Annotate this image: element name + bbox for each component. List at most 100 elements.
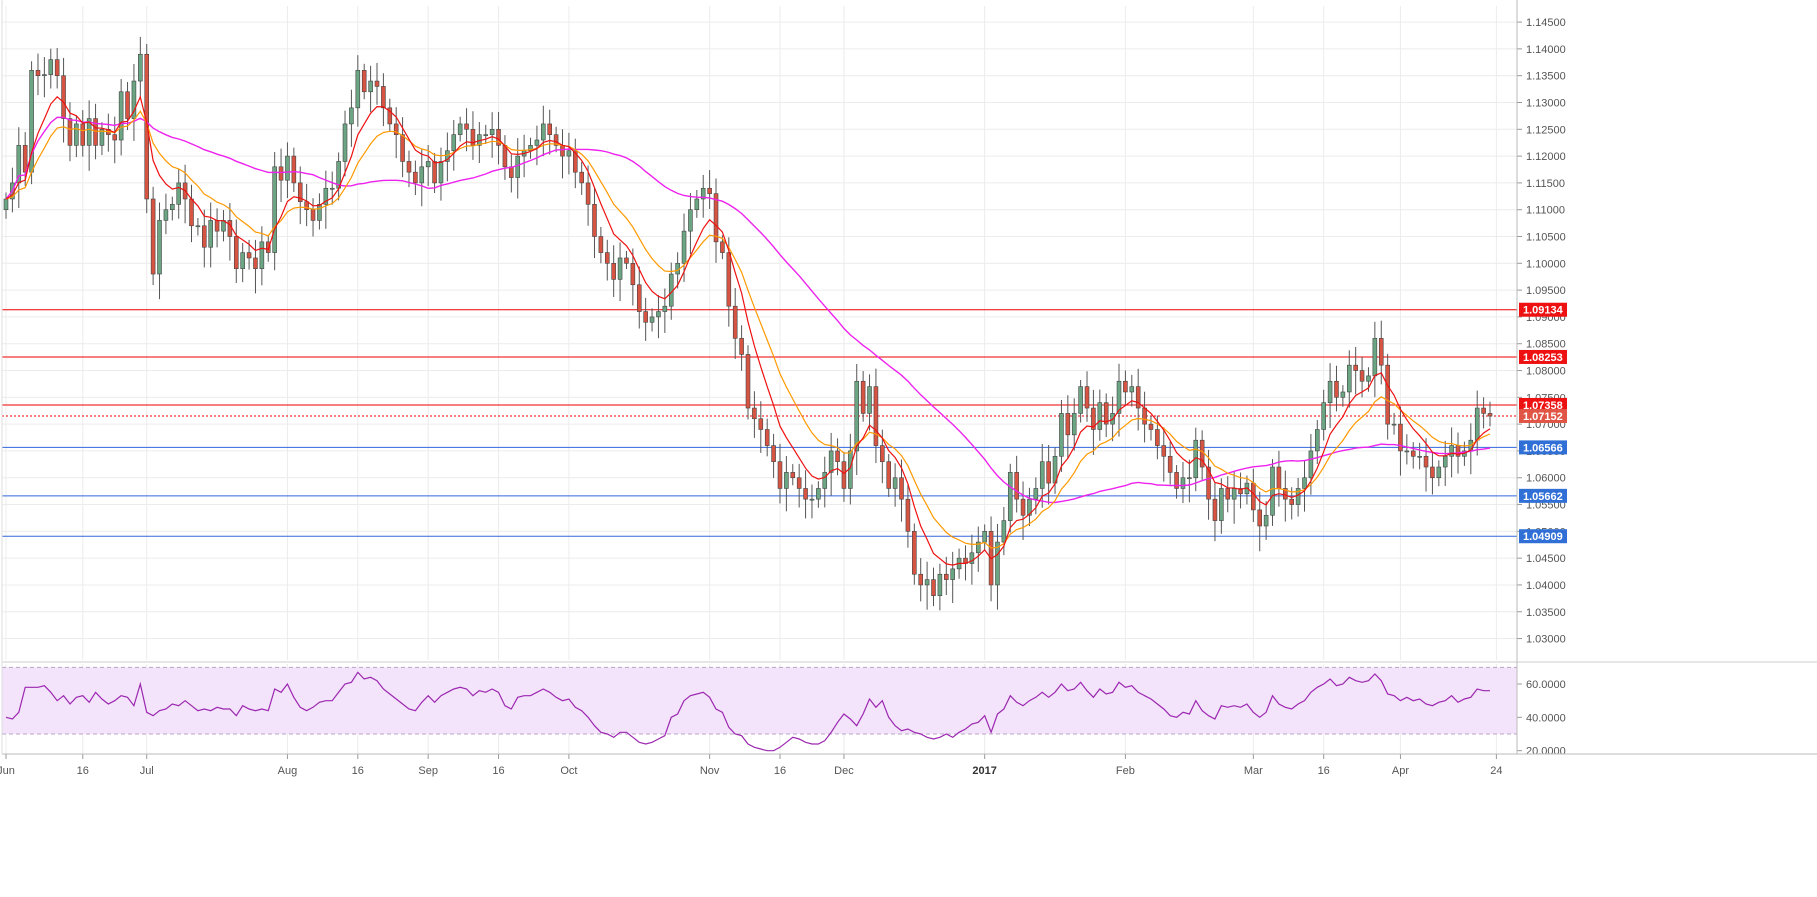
candle-up xyxy=(131,80,137,119)
date-label: Nov xyxy=(700,765,720,777)
level-badge xyxy=(1519,349,1567,364)
sma-long-line xyxy=(5,116,1491,504)
candle-down xyxy=(464,123,469,130)
candle-up xyxy=(1007,472,1013,521)
candle-up xyxy=(419,166,425,184)
candle-up xyxy=(1071,413,1077,436)
candle-up xyxy=(483,134,489,136)
price-tick-label: 1.10000 xyxy=(1526,258,1566,270)
price-tick-label: 1.13000 xyxy=(1526,97,1566,109)
ema-fast-line xyxy=(5,95,1491,566)
level-badge-label: 1.05662 xyxy=(1523,491,1563,503)
candle-up xyxy=(1404,450,1410,453)
price-tick-label: 1.14000 xyxy=(1526,44,1566,56)
candle-down xyxy=(1123,380,1128,393)
candle-down xyxy=(560,145,565,157)
candle-up xyxy=(1231,488,1237,500)
candle-down xyxy=(752,407,757,420)
candle-up xyxy=(1219,488,1224,521)
level-badge xyxy=(1519,488,1567,503)
price-tick-label: 1.03500 xyxy=(1526,607,1566,619)
price-tick-label: 1.08500 xyxy=(1526,339,1566,351)
date-label: 24 xyxy=(1490,765,1502,777)
candle-up xyxy=(1321,402,1326,430)
candle-up xyxy=(118,91,124,141)
candle-down xyxy=(764,429,770,446)
price-tick-label: 1.13500 xyxy=(1526,71,1566,83)
candle-up xyxy=(368,80,373,93)
candle-down xyxy=(790,472,796,479)
candle-down xyxy=(509,166,514,178)
rsi-tick-label: 60.0000 xyxy=(1526,679,1566,691)
level-badge-label: 1.07152 xyxy=(1523,411,1563,423)
candle-up xyxy=(566,150,572,157)
candle-down xyxy=(432,161,437,184)
candle-down xyxy=(496,128,501,146)
candle-up xyxy=(285,155,290,181)
candle-down xyxy=(604,252,610,264)
candle-down xyxy=(93,118,98,146)
candle-down xyxy=(1014,472,1019,500)
candle-down xyxy=(573,150,578,173)
candle-down xyxy=(1135,386,1141,409)
candle-down xyxy=(1142,407,1147,425)
candle-up xyxy=(176,182,181,205)
candle-up xyxy=(937,573,943,596)
rsi-tick-label: 40.0000 xyxy=(1526,712,1566,724)
candle-down xyxy=(1174,472,1179,489)
candle-down xyxy=(873,386,879,446)
candle-up xyxy=(867,386,872,414)
candle-down xyxy=(54,59,60,76)
candle-down xyxy=(1283,488,1288,500)
candle-down xyxy=(918,573,923,586)
candle-up xyxy=(534,139,540,146)
candle-up xyxy=(195,225,201,228)
price-tick-label: 1.09500 xyxy=(1526,285,1566,297)
candle-down xyxy=(1206,466,1211,500)
candle-up xyxy=(1391,423,1397,426)
level-badge-label: 1.04909 xyxy=(1523,531,1563,543)
candle-up xyxy=(809,498,815,501)
date-label: Dec xyxy=(834,765,854,777)
candle-up xyxy=(700,187,706,200)
candle-up xyxy=(649,316,655,323)
candle-down xyxy=(771,445,776,462)
candle-up xyxy=(975,541,981,554)
candle-up xyxy=(1027,498,1032,516)
candle-up xyxy=(1308,450,1314,479)
candle-down xyxy=(35,70,41,76)
candle-up xyxy=(1315,429,1320,452)
candle-down xyxy=(1161,445,1167,457)
candle-down xyxy=(67,118,73,146)
candle-up xyxy=(816,488,821,500)
candle-up xyxy=(1001,520,1007,543)
candle-up xyxy=(272,166,277,253)
price-tick-label: 1.11500 xyxy=(1526,178,1565,190)
candle-up xyxy=(240,252,245,269)
candle-up xyxy=(1059,413,1064,457)
candle-up xyxy=(854,380,860,452)
candle-down xyxy=(1084,386,1090,409)
date-label: 16 xyxy=(1318,765,1330,777)
candle-down xyxy=(732,305,738,339)
date-label: 16 xyxy=(774,765,786,777)
candle-down xyxy=(1103,402,1109,425)
candle-down xyxy=(112,134,118,141)
candle-down xyxy=(1487,413,1493,417)
candle-up xyxy=(681,230,687,264)
candle-down xyxy=(912,531,917,575)
candle-up xyxy=(259,241,265,269)
candle-up xyxy=(170,204,175,211)
level-badge xyxy=(1519,529,1567,544)
candle-down xyxy=(860,380,866,414)
candle-down xyxy=(1155,429,1160,446)
candle-up xyxy=(317,204,322,221)
level-badge xyxy=(1519,440,1567,455)
level-badge xyxy=(1519,302,1567,317)
candle-down xyxy=(310,209,316,221)
candle-up xyxy=(1474,407,1480,441)
candle-up xyxy=(3,198,9,211)
candle-down xyxy=(579,171,584,184)
